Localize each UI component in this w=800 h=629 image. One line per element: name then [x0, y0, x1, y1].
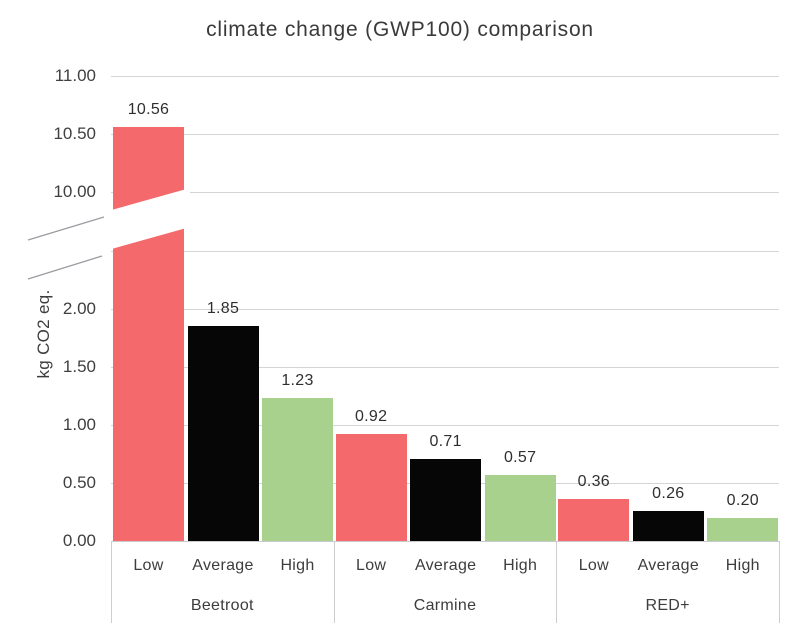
gridline-2: [111, 309, 779, 310]
gridline-10.5: [111, 134, 779, 135]
y-tick-label: 0.50: [62, 473, 96, 492]
bar-value-label: 1.23: [281, 372, 314, 390]
y-tick-label: 10.50: [53, 124, 96, 143]
axis-break-line-upper: [27, 216, 105, 241]
bar-series-label: Low: [578, 557, 609, 574]
axis-break-line-lower: [27, 255, 103, 280]
y-tick-label: 1.50: [62, 357, 96, 376]
category-divider: [111, 541, 112, 623]
bar-carmine-average: [410, 458, 482, 541]
bar-series-label: Average: [414, 557, 477, 574]
gridline-11: [111, 76, 779, 77]
category-divider: [779, 541, 780, 623]
bar-beetroot-average: [187, 326, 259, 541]
gridline-2.5: [111, 251, 779, 252]
bar-series-label: Low: [356, 557, 387, 574]
bar-series-label: High: [503, 557, 538, 574]
category-label: Beetroot: [190, 597, 254, 614]
bar-value-label: 0.71: [429, 432, 462, 450]
category-label: RED+: [645, 597, 690, 614]
bar-value-label: 10.56: [127, 101, 170, 119]
bar-beetroot-high: [262, 398, 333, 541]
gridline-10: [111, 192, 779, 193]
bar-carmine-low: [335, 434, 407, 541]
bar-value-label: 0.20: [726, 491, 759, 509]
bar-series-label: Low: [133, 557, 164, 574]
bar-red-high: [707, 517, 779, 541]
category-divider: [556, 541, 558, 623]
bar-value-label: 0.26: [652, 484, 685, 502]
bar-value-label: 0.57: [503, 448, 537, 466]
bar-value-label: 0.36: [577, 473, 610, 491]
bar-series-label: High: [725, 557, 760, 574]
bar-red-low: [558, 499, 630, 541]
bar-series-label: Average: [637, 557, 700, 574]
bar-red-average: [632, 510, 704, 541]
bar-value-label: 0.92: [354, 408, 388, 426]
y-tick-label: 2.00: [62, 299, 96, 318]
axis-break-bar-slash: [108, 188, 190, 250]
bar-carmine-high: [484, 474, 556, 541]
bar-series-label: High: [280, 557, 315, 574]
gridline-1: [111, 425, 779, 426]
bar-series-label: Average: [192, 557, 254, 574]
gridline-0: [111, 541, 779, 542]
category-divider: [333, 541, 335, 623]
gridline-1.5: [111, 367, 779, 368]
bar-value-label: 1.85: [206, 300, 240, 318]
y-tick-label: 1.00: [62, 415, 96, 434]
y-tick-label: 11.00: [54, 66, 96, 85]
chart-title: climate change (GWP100) comparison: [206, 18, 594, 41]
y-tick-label: 0.00: [62, 531, 96, 550]
y-tick-label: 10.00: [53, 182, 96, 201]
category-label: Carmine: [413, 597, 477, 614]
